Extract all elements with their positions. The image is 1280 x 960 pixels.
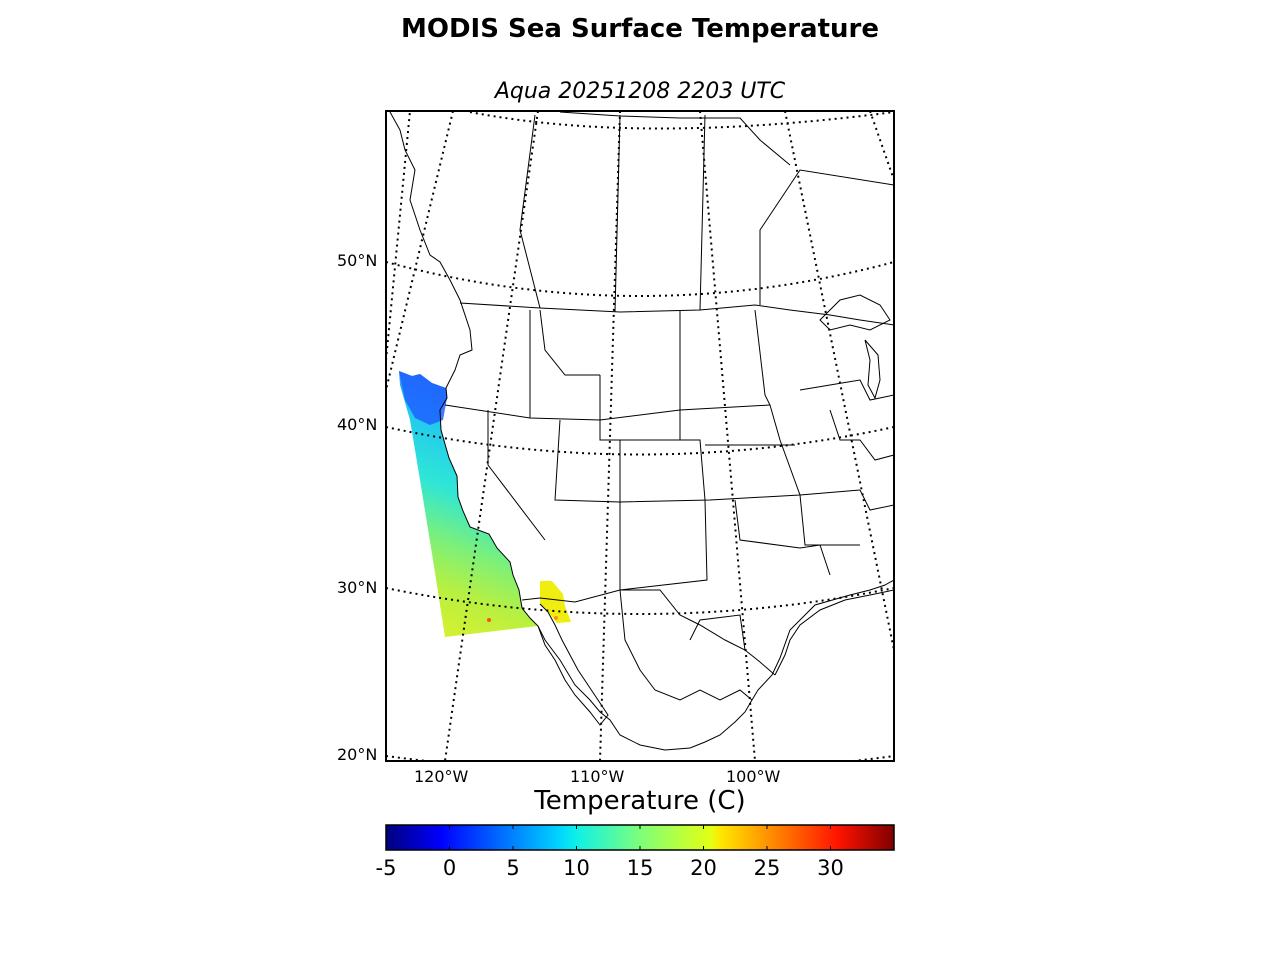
colorbar-tick-label: 5 (506, 856, 520, 880)
meridian-120w (444, 111, 539, 761)
colorbar-title: Temperature (C) (534, 786, 746, 816)
us-mexico-border (521, 589, 776, 676)
lat-label-50n: 50°N (337, 251, 378, 270)
colorbar-tick-label: 30 (817, 856, 844, 880)
canada-us-border (459, 302, 894, 326)
lon-label-110w: 110°W (570, 767, 625, 786)
meridian-110w (599, 111, 621, 761)
meridian-80w (869, 111, 894, 181)
chart-subtitle: Aqua 20251208 2203 UTC (494, 79, 786, 104)
sst-pacific-swath (399, 371, 538, 637)
colorbar-ticks (385, 825, 831, 850)
graticule (386, 111, 894, 761)
colorbar-tick-label: 25 (753, 856, 781, 880)
colorbar-tick-label: -5 (375, 856, 397, 880)
lon-label-120w: 120°W (414, 767, 469, 786)
sst-data-layer (399, 371, 571, 637)
colorbar-tick-label: 0 (442, 856, 457, 880)
lat-label-40n: 40°N (337, 415, 378, 434)
sst-pacific-north-cold (399, 371, 447, 425)
parallel-55n (469, 111, 894, 130)
meridian-130w (386, 111, 411, 361)
meridian-100w (699, 111, 756, 761)
lat-label-30n: 30°N (337, 578, 378, 597)
meridian-90w (784, 111, 894, 651)
chart-title: MODIS Sea Surface Temperature (401, 14, 879, 44)
map-frame (385, 110, 895, 762)
parallel-50n (386, 261, 894, 297)
lon-label-100w: 100°W (726, 767, 781, 786)
pacific-coastline (389, 111, 894, 751)
lat-label-20n: 20°N (337, 745, 378, 764)
colorbar-tick-label: 15 (626, 856, 654, 880)
colorbar-tick-label: 20 (690, 856, 717, 880)
coastlines (389, 111, 894, 751)
baja-coastline (537, 603, 609, 726)
parallel-40n (386, 426, 894, 456)
sst-gulf-of-california (540, 581, 571, 623)
colorbar-tick-label: 10 (563, 856, 590, 880)
